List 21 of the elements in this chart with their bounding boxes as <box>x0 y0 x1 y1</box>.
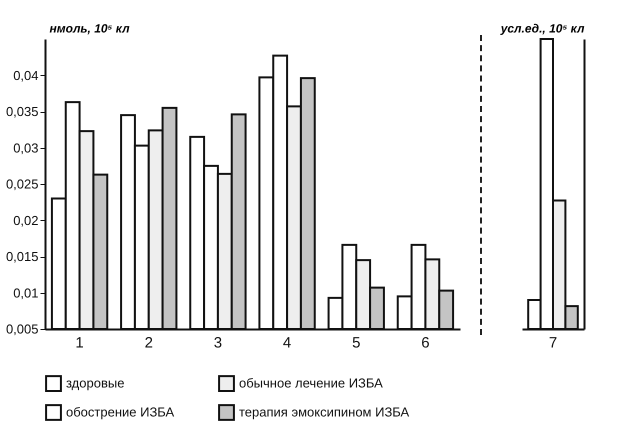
legend-label: обычное лечение ИЗБА <box>239 376 384 391</box>
legend-label: обострение ИЗБА <box>66 404 175 420</box>
x-tick-label: 3 <box>214 334 222 352</box>
y-axis-title: усл.ед., 10⁵ кл <box>500 22 586 36</box>
legend-label: здоровые <box>66 376 124 391</box>
y-axis-title: нмоль, 10⁵ кл <box>50 22 130 36</box>
y-tick-label: 0,015 <box>6 249 38 264</box>
legend-label: терапия эмоксипином ИЗБА <box>239 404 410 420</box>
x-tick-label: 6 <box>421 334 430 352</box>
x-tick-label: 4 <box>282 334 292 352</box>
x-tick-label: 2 <box>144 334 153 352</box>
y-tick-label: 0,03 <box>13 140 38 156</box>
y-tick-label: 0,01 <box>13 285 38 300</box>
y-tick-label: 0,02 <box>13 212 38 228</box>
x-tick-label: 7 <box>548 334 558 352</box>
y-tick-label: 0,035 <box>6 104 38 119</box>
y-tick-label: 0,04 <box>13 68 38 83</box>
y-tick-label: 0,025 <box>6 176 38 192</box>
y-tick-label: 0,005 <box>6 322 38 336</box>
x-tick-label: 5 <box>352 334 360 352</box>
x-tick-label: 1 <box>75 334 84 352</box>
